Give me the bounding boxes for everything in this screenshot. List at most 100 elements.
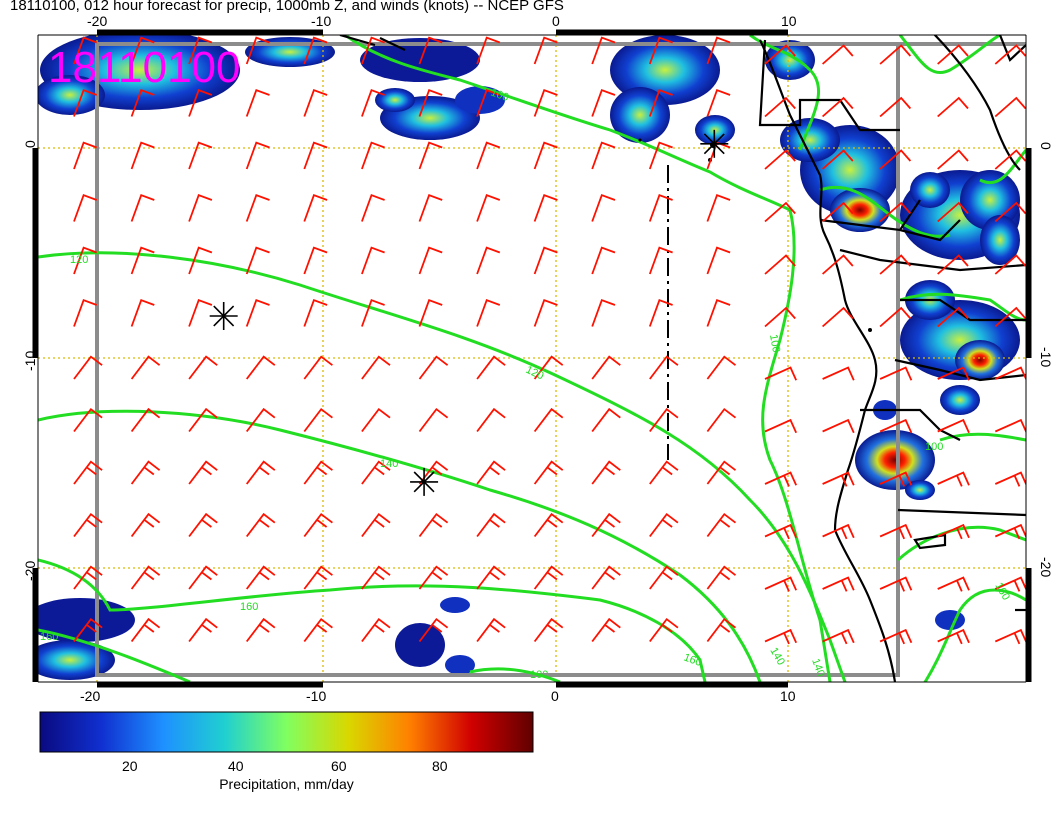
wind-barb [533,512,564,538]
wind-barb [361,194,385,222]
wind-barb [822,149,854,170]
wind-barb [418,36,443,65]
lon-label-bottom: 10 [780,688,796,704]
wind-barb [994,149,1026,170]
wind-barb [476,407,506,433]
wind-barb [822,523,855,540]
wind-barb [476,141,501,170]
wind-barb [937,201,969,223]
height-contours [38,35,1026,682]
wind-barb [937,149,969,170]
wind-barb [476,617,506,643]
wind-barb [303,565,333,590]
colorbar [39,711,534,753]
wind-barb [994,201,1026,223]
wind-barb [188,460,218,485]
wind-barb [822,628,855,645]
wind-barb [130,89,155,117]
wind-barb [764,523,798,540]
contour-label: 100 [925,441,943,453]
contour-label: 140 [809,657,827,678]
wind-barb [476,194,501,222]
wind-barb [73,89,98,117]
wind-barb [879,576,913,592]
wind-barb [879,254,912,275]
wind-barb [648,141,673,170]
wind-barb [822,418,855,434]
wind-barb [822,576,855,592]
wind-barb [591,299,616,327]
wind-barb [303,299,328,327]
wind-barb [706,512,737,538]
wind-barb [879,471,913,487]
lon-label-top: -10 [311,13,331,29]
wind-barb [130,194,155,222]
wind-barb [648,246,673,275]
wind-barb [361,512,391,538]
axis-frame [32,29,1032,688]
wind-barb [533,141,558,170]
wind-barb [476,36,501,65]
wind-barb [706,89,731,117]
wind-barb [533,355,564,380]
wind-barb [822,366,855,381]
wind-barb [591,512,621,538]
wind-barb [706,36,731,65]
wind-barb [706,460,737,485]
wind-barb [533,460,564,485]
wind-barb [73,407,103,433]
wind-barb [245,460,276,485]
wind-barb [994,471,1026,487]
wind-barb [994,628,1026,645]
wind-barb [822,44,854,65]
wind-barb [706,299,731,327]
wind-barb [476,460,506,485]
wind-barb [879,201,912,223]
wind-barb [245,89,270,117]
wind-barb [591,246,616,275]
map-title: 18110100, 012 hour forecast for precip, … [10,0,564,14]
wind-barb [188,89,213,117]
wind-barb [418,407,449,433]
wind-barb [245,246,270,275]
wind-barb [188,355,218,380]
wind-barb [591,36,616,65]
wind-barb [994,254,1026,275]
wind-barb [533,407,564,433]
wind-barb [994,576,1026,592]
wind-barb [879,149,912,170]
colorbar-ramp [39,711,534,753]
lat-label-right: -10 [1038,347,1054,367]
wind-barb [303,36,328,65]
wind-barb [188,299,213,327]
wind-barb [879,366,913,381]
wind-barb [73,565,103,590]
wind-barb [188,407,218,433]
contour-label: 100 [489,87,510,105]
wind-barb [649,512,679,538]
wind-barb [303,407,333,433]
wind-barb [73,246,98,275]
wind-barb [764,366,798,381]
wind-barb [649,617,679,643]
wind-barb [361,565,391,590]
wind-barb [591,617,621,643]
wind-barb [937,44,969,65]
wind-barb [73,355,103,380]
lon-label-bottom: 0 [551,688,559,704]
wind-barb [188,565,218,590]
wind-barb [361,460,391,485]
wind-barb [418,460,449,485]
wind-barb [937,366,970,381]
lon-label-bottom: -10 [306,688,326,704]
wind-barb [822,254,854,275]
storm-markers [209,129,729,496]
wind-barb [994,96,1026,118]
wind-barb [303,355,333,380]
wind-barb [937,96,969,118]
wind-barb [764,254,796,275]
wind-barb [879,306,912,328]
wind-barb [476,246,501,275]
wind-barb [476,512,506,538]
wind-barb [418,565,449,590]
